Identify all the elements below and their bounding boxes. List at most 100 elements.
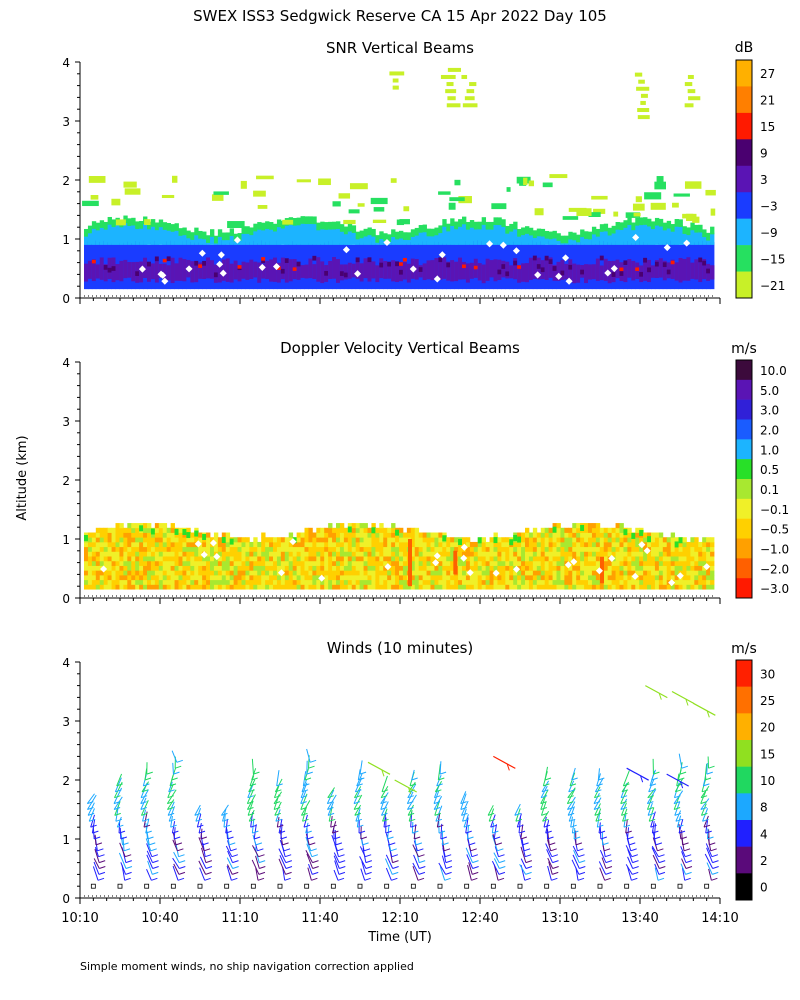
doppler-cell [418, 570, 424, 576]
doppler-cell [536, 551, 542, 557]
doppler-cell [115, 560, 120, 566]
snr-cell [434, 233, 439, 245]
doppler-cell [422, 537, 427, 543]
doppler-cell [355, 527, 361, 533]
doppler-cell [525, 541, 530, 548]
snr-cell [371, 261, 376, 279]
doppler-cell [84, 546, 89, 552]
wind-barb [434, 780, 443, 793]
doppler-cell [308, 570, 313, 576]
wind-barb-flag [543, 824, 551, 828]
doppler-cell [245, 579, 250, 585]
doppler-cell [206, 541, 211, 548]
doppler-cell [280, 574, 286, 581]
doppler-cell [662, 584, 668, 590]
wind-barb-flag [145, 830, 152, 834]
doppler-cell [253, 584, 258, 590]
wind-barb-flag [195, 818, 203, 822]
doppler-cell [654, 551, 660, 557]
wind-barb-flag [597, 824, 604, 828]
wind-barb [122, 836, 125, 851]
colorbar-label: 0 [760, 881, 768, 895]
doppler-cell [544, 565, 550, 571]
doppler-cell [560, 551, 565, 557]
doppler-cell [375, 579, 380, 585]
doppler-cell [225, 537, 231, 543]
wind-barb-flag [87, 807, 94, 810]
doppler-cell [265, 537, 270, 543]
wind-barb-flag [434, 812, 441, 816]
doppler-cell [312, 560, 317, 566]
doppler-cell [375, 574, 380, 581]
wind-barb [573, 850, 580, 863]
doppler-cell [591, 541, 597, 548]
wind-barb-flag [621, 789, 629, 793]
doppler-cell [273, 541, 278, 548]
wind-barb [548, 861, 553, 875]
wind-barb-flag [259, 866, 266, 869]
doppler-cell [654, 579, 660, 585]
doppler-cell [607, 527, 613, 533]
wind-barb [276, 816, 280, 828]
doppler-gap [608, 554, 616, 562]
doppler-cell [418, 560, 424, 566]
snr-cell [454, 221, 459, 230]
wind-barb [572, 854, 580, 869]
doppler-cell [497, 556, 502, 562]
wind-barb-flag [552, 860, 559, 864]
snr-cell [371, 234, 376, 245]
wind-barb [357, 769, 361, 781]
wind-barb [594, 786, 601, 798]
doppler-cell [332, 546, 337, 552]
doppler-cell [702, 551, 707, 557]
doppler-gap [460, 554, 468, 562]
doppler-cell [615, 570, 620, 576]
colorbar-swatch [736, 379, 752, 400]
wind-barb [303, 814, 308, 828]
wind-barb [627, 827, 630, 840]
wind-ground-marker [650, 883, 656, 889]
wind-barb [570, 816, 573, 828]
doppler-cell [135, 537, 140, 543]
doppler-cell [588, 574, 593, 581]
doppler-cell [162, 574, 168, 581]
wind-barb [520, 858, 527, 869]
doppler-cell [84, 551, 89, 557]
doppler-cell [513, 546, 518, 552]
doppler-cell [265, 574, 270, 581]
snr-cell [296, 217, 301, 226]
doppler-cell [399, 560, 404, 566]
doppler-cell [497, 574, 502, 581]
doppler-cell [194, 560, 199, 566]
doppler-cell [347, 560, 353, 566]
wind-barb-flag [205, 860, 213, 864]
doppler-cell [221, 541, 227, 548]
doppler-cell [375, 556, 380, 562]
wind-barb-flag [365, 871, 372, 875]
doppler-cell [702, 546, 707, 552]
snr-cell [336, 259, 341, 283]
doppler-cell [312, 546, 317, 552]
doppler-cell [615, 551, 620, 557]
wind-barb-flag [118, 830, 126, 834]
doppler-cell [127, 570, 132, 576]
wind-barb-flag [703, 783, 710, 787]
doppler-cell [611, 551, 616, 557]
doppler-cell [442, 546, 447, 552]
doppler-cell [336, 523, 341, 529]
doppler-cell [525, 579, 530, 585]
snr-cell [513, 260, 518, 266]
wind-barb [654, 867, 659, 881]
doppler-cell [639, 551, 644, 557]
doppler-cell [91, 541, 97, 548]
doppler-cell [599, 541, 605, 548]
wind-barb-flag [302, 818, 309, 822]
wind-barb-flag [494, 836, 501, 840]
doppler-cell [107, 527, 112, 533]
doppler-cell [339, 570, 345, 576]
wind-barb [651, 847, 660, 863]
doppler-cell [595, 523, 601, 529]
y-tick-label: 1 [62, 533, 70, 547]
wind-barb [249, 775, 255, 787]
doppler-cell [454, 574, 459, 581]
